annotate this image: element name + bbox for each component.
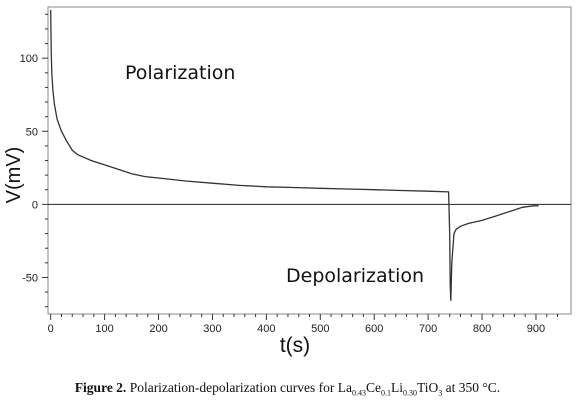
x-tick-label: 600 (365, 323, 383, 335)
figure-caption: Figure 2. Polarization-depolarization cu… (0, 380, 575, 398)
caption-temp: at 350 °C. (445, 380, 501, 395)
series-line (50, 9, 539, 301)
x-tick-label: 100 (95, 323, 113, 335)
caption-el-li: Li (390, 380, 403, 395)
x-tick-label: 700 (419, 323, 437, 335)
x-tick-label: 400 (257, 323, 275, 335)
annotation-polarization: Polarization (125, 62, 235, 84)
y-tick-label: 0 (32, 199, 38, 211)
caption-text: Polarization-depolarization curves for L… (129, 380, 352, 395)
x-axis-title: t(s) (280, 334, 310, 357)
annotation-depolarization: Depolarization (286, 265, 424, 287)
y-ticks: 100 50 0 -50 (20, 13, 48, 308)
x-ticks: 0 100 200 300 400 500 600 700 800 900 (48, 314, 559, 335)
caption-sub-o: 3 (438, 388, 443, 398)
caption-sub-ce: 0.1 (380, 388, 391, 398)
caption-label: Figure 2. (74, 380, 127, 395)
caption-sub-la: 0.43 (351, 388, 366, 398)
caption-sub-li: 0.30 (402, 388, 417, 398)
y-tick-label: -50 (22, 272, 38, 284)
caption-el-ce: Ce (365, 380, 381, 395)
data-series (50, 9, 539, 301)
x-tick-label: 800 (473, 323, 491, 335)
caption-el-tio: TiO (416, 380, 439, 395)
x-tick-label: 200 (149, 323, 167, 335)
x-tick-label: 500 (311, 323, 329, 335)
y-tick-label: 100 (20, 53, 38, 65)
y-tick-label: 50 (26, 126, 38, 138)
x-tick-label: 900 (527, 323, 545, 335)
y-axis-title: V(mV) (3, 147, 25, 204)
x-tick-label: 300 (203, 323, 221, 335)
x-tick-label: 0 (48, 323, 54, 335)
